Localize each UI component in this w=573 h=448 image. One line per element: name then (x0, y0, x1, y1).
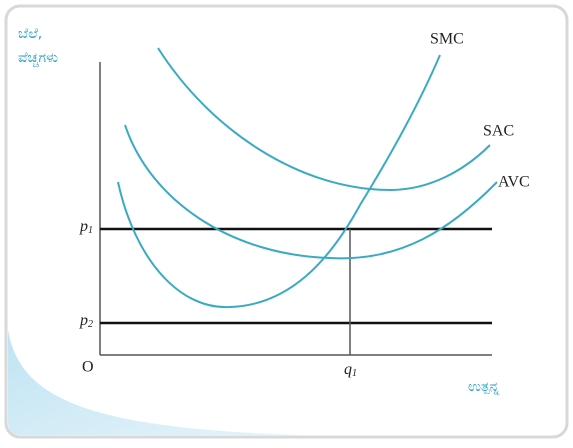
curve-label: AVC (498, 174, 530, 191)
y-axis-label: ಬೆಲೆ, (18, 26, 42, 42)
origin-label: O (82, 359, 94, 376)
price-label-text: p (79, 312, 88, 329)
curve-label: SMC (430, 31, 464, 48)
quantity-label-text: q (344, 361, 352, 378)
y-axis-label: ವೆಚ್ಚಗಳು (18, 50, 58, 67)
price-label-sub: 2 (88, 319, 93, 330)
quantity-label-sub: 1 (352, 368, 357, 379)
price-label: p1 (79, 218, 93, 237)
corner-shade (8, 330, 300, 435)
frame (4, 4, 569, 439)
price-label: p2 (79, 312, 93, 331)
smc-curve (117, 54, 441, 309)
avc-curve (124, 124, 498, 260)
curve-label: SAC (483, 123, 514, 140)
price-label-text: p (79, 218, 88, 235)
x-axis-label: ಉತ್ಪನ್ನ (468, 379, 499, 395)
price-label-sub: 1 (88, 225, 93, 236)
quantity-label: q1 (344, 361, 357, 380)
sac-curve (157, 47, 491, 192)
